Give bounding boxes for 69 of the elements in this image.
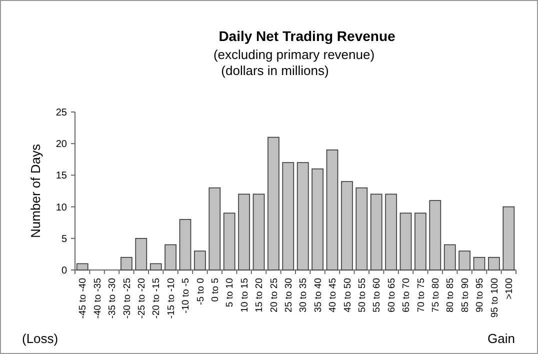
x-tick-label: 45 to 50 <box>342 278 354 312</box>
bar <box>326 150 338 270</box>
x-tick-label: 25 to 30 <box>283 278 294 312</box>
bar <box>370 194 382 270</box>
y-tick-label: 10 <box>56 202 68 214</box>
text: Gain <box>488 331 515 346</box>
bar <box>268 136 280 270</box>
bar <box>208 187 221 270</box>
y-tick-label: 0 <box>61 266 68 276</box>
x-tick-label: -30 to -25 <box>122 278 133 319</box>
y-tick-label: 20 <box>56 139 68 150</box>
x-tick-label: 65 to 70 <box>401 278 412 312</box>
bar <box>488 256 500 270</box>
y-tick-label: 5 <box>61 234 68 245</box>
bar <box>296 162 309 270</box>
bar <box>414 212 426 270</box>
y-tick-label: 15 <box>56 170 68 182</box>
x-tick-label: 90 to 95 <box>474 278 486 312</box>
x-tick-label: 85 to 90 <box>460 278 471 312</box>
x-tick-label: -40 to -35 <box>92 278 104 319</box>
x-tick-label: -45 to -40 <box>78 278 89 319</box>
x-tick-label: 75 to 80 <box>430 278 442 312</box>
bar <box>194 250 206 270</box>
chart-subtitle: (excluding primary revenue) (dollars in millions) <box>213 47 375 78</box>
bar <box>341 181 353 270</box>
x-tick-label: 0 to 5 <box>210 278 221 302</box>
bar <box>282 162 294 270</box>
x-tick-label: -35 to -30 <box>107 278 118 319</box>
x-tick-label: 80 to 85 <box>445 278 456 312</box>
bar <box>400 212 412 270</box>
x-tick-label: 5 to 10 <box>224 278 236 308</box>
bar <box>356 187 368 270</box>
bar <box>76 263 88 270</box>
x-tick-label: 70 to 75 <box>416 278 427 312</box>
bar <box>252 194 265 270</box>
x-tick-label: 15 to 20 <box>254 278 266 312</box>
bar <box>223 212 236 270</box>
bar <box>312 168 324 270</box>
x-tick-label: -15 to -10 <box>166 278 177 319</box>
bar <box>238 194 250 270</box>
x-tick-label: 60 to 65 <box>386 278 398 312</box>
x-tick-label: -20 to -15 <box>151 278 162 319</box>
x-tick-label: >100 <box>504 278 515 300</box>
bar <box>429 200 442 270</box>
x-tick-label: 20 to 25 <box>268 278 280 312</box>
x-tick-label: 35 to 40 <box>312 278 324 312</box>
bar <box>473 256 486 270</box>
bar <box>444 244 456 270</box>
x-tick-label: 40 to 45 <box>328 278 339 312</box>
x-tick-label: 55 to 60 <box>372 278 383 312</box>
bar <box>502 206 515 270</box>
bar <box>458 250 470 270</box>
bar <box>150 263 162 270</box>
bar <box>179 219 192 270</box>
x-tick-label: -25 to -20 <box>136 278 148 319</box>
x-tick-label: -5 to 0 <box>195 278 206 305</box>
bar <box>385 194 397 270</box>
x-tick-label: 50 to 55 <box>356 278 368 312</box>
bar <box>164 244 176 270</box>
bar <box>120 256 132 270</box>
bar <box>135 238 148 270</box>
x-tick-label: 10 to 15 <box>239 278 250 312</box>
text: (Loss) <box>22 331 58 346</box>
x-tick-label: -10 to -5 <box>180 278 192 314</box>
x-tick-label: 95 to 100 <box>489 278 500 318</box>
chart-title: Daily Net Trading Revenue <box>218 28 396 44</box>
y-tick-label: 25 <box>56 108 68 118</box>
y-axis-title: Number of Days <box>28 144 43 238</box>
x-tick-label: 30 to 35 <box>298 278 310 312</box>
